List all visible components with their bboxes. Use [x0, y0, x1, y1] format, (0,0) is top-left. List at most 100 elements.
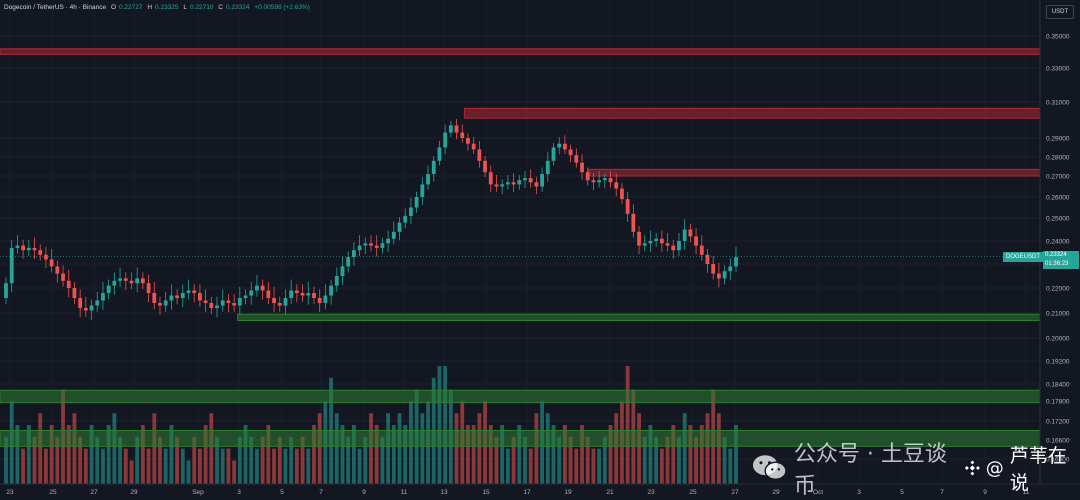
- watermark-author: 芦苇在说: [1009, 445, 1067, 494]
- volume-bar: [523, 436, 527, 484]
- volume-bar: [135, 436, 140, 484]
- volume-bar: [203, 425, 208, 484]
- price-axis[interactable]: 0.35000 0.33000 0.31000 0.29000 0.28000 0.270…: [1046, 34, 1070, 464]
- candle-body: [494, 184, 499, 187]
- low-value: 0.22710: [189, 4, 214, 11]
- candle-body: [15, 245, 20, 248]
- volume-bar: [146, 448, 151, 484]
- volume-bar: [83, 448, 88, 484]
- candle-body: [363, 243, 368, 246]
- candle-body: [198, 293, 202, 301]
- volume-bar: [129, 460, 134, 484]
- author-badge: @ 芦苇在说: [964, 441, 1080, 495]
- currency-selector[interactable]: USDT: [1046, 5, 1074, 19]
- volume-bar: [637, 413, 641, 484]
- candle-body: [83, 308, 88, 311]
- date-tick-label: 21: [606, 489, 614, 496]
- volume-bar: [625, 366, 630, 484]
- volume-bar: [477, 413, 482, 484]
- candle-body: [312, 293, 316, 298]
- date-tick-label: 3: [857, 489, 861, 496]
- candle-body: [169, 295, 174, 301]
- volume-bar: [511, 436, 516, 484]
- candle-body: [146, 283, 151, 293]
- candle-body: [580, 162, 584, 173]
- low-label: L: [183, 4, 187, 11]
- candle-body: [608, 178, 613, 183]
- volume-bar: [403, 425, 408, 484]
- volume-bar: [568, 436, 573, 484]
- price-tick-label: 0.16600: [1046, 438, 1070, 445]
- candle-body: [699, 245, 704, 255]
- candle-body: [78, 298, 83, 308]
- candle-body: [101, 293, 105, 301]
- candle-body: [488, 172, 493, 185]
- volume-bar: [175, 436, 179, 484]
- volume-bar: [312, 425, 316, 484]
- candle-body: [329, 285, 333, 296]
- binance-logo-icon: [964, 460, 980, 476]
- volume-bar: [243, 425, 248, 484]
- volume-bar: [101, 448, 105, 484]
- date-tick-label: 5: [280, 489, 284, 496]
- volume-bar: [237, 436, 242, 484]
- candle-body: [209, 303, 214, 308]
- date-tick-label: 11: [401, 489, 408, 496]
- date-tick-label: Sep: [192, 489, 204, 496]
- volume-bar: [386, 413, 391, 484]
- price-tick-label: 0.19200: [1046, 359, 1070, 366]
- candle-body: [374, 245, 379, 248]
- candle-body: [477, 149, 482, 161]
- support-zone: [237, 313, 1041, 321]
- volume-bar: [226, 448, 231, 484]
- candle-body: [300, 293, 305, 296]
- time-axis[interactable]: 23 25 27 29 Sep 3 5 7 9 11 13 15 17 19 21 23 25 27 29 Oct 3 5…: [6, 489, 1029, 496]
- candle-body: [95, 300, 100, 306]
- candle-body: [597, 180, 602, 183]
- candle-body: [346, 257, 351, 267]
- candle-body: [585, 172, 590, 181]
- candle-body: [186, 290, 191, 293]
- price-tick-label: 0.35000: [1046, 34, 1070, 41]
- candle-body: [466, 138, 470, 144]
- volume-bar: [380, 436, 385, 484]
- volume-bar: [551, 425, 556, 484]
- candle-body: [55, 266, 60, 274]
- volume-bar: [118, 436, 122, 484]
- volume-bar: [209, 413, 214, 484]
- candle-body: [277, 303, 282, 306]
- candle-body: [671, 245, 676, 251]
- date-tick-label: 25: [49, 489, 57, 496]
- date-tick-label: 13: [440, 489, 448, 496]
- volume-bar: [602, 436, 607, 484]
- date-tick-label: 25: [689, 489, 697, 496]
- high-value: 0.23325: [155, 4, 179, 11]
- watermark-at: @: [985, 457, 1004, 479]
- volume-bar: [728, 448, 733, 484]
- candle-body: [454, 125, 459, 133]
- volume-bar: [397, 413, 402, 484]
- candle-body: [334, 276, 339, 286]
- volume-bar: [437, 366, 442, 484]
- open-label: O: [110, 4, 117, 11]
- last-price-tag: DOGEUSDT 0.23324 01:36:23: [1003, 251, 1080, 269]
- candle-body: [266, 290, 271, 298]
- candle-body: [694, 236, 698, 246]
- candle-body: [557, 143, 562, 148]
- volume-bar: [95, 436, 100, 484]
- candle-body: [123, 278, 128, 281]
- candle-body: [437, 147, 442, 161]
- candle-body: [716, 273, 721, 279]
- candle-body: [306, 293, 311, 296]
- candle-body: [426, 174, 430, 185]
- volume-bar: [517, 425, 522, 484]
- candle-body: [260, 285, 265, 291]
- candle-body: [89, 305, 94, 311]
- candle-body: [4, 283, 8, 298]
- candle-body: [620, 188, 624, 200]
- volume-bar: [272, 448, 276, 484]
- date-tick-label: 7: [319, 489, 323, 496]
- candle-body: [665, 243, 670, 246]
- symbol-title[interactable]: Dogecoin / TetherUS · 4h · Binance: [4, 4, 107, 11]
